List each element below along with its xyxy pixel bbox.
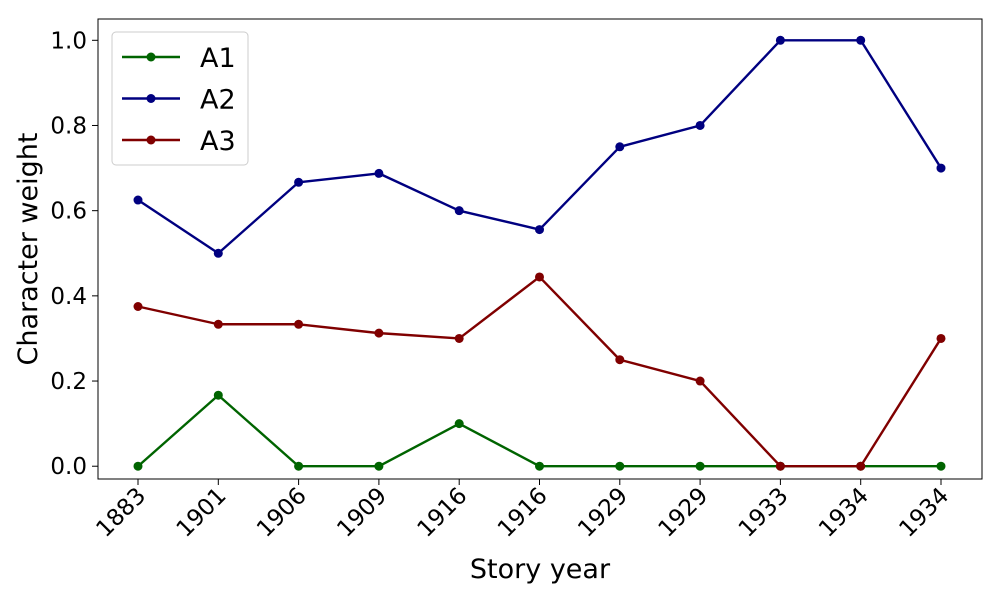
x-axis-label: Story year xyxy=(470,554,611,585)
data-point xyxy=(535,225,544,235)
data-point xyxy=(454,419,464,429)
legend-label: A1 xyxy=(200,43,236,74)
data-point xyxy=(374,168,384,178)
x-tick-label: 1934 xyxy=(814,483,874,543)
data-point xyxy=(374,461,384,471)
legend-label: A3 xyxy=(200,126,236,157)
x-tick-label: 1916 xyxy=(413,483,473,543)
y-tick-label: 0.8 xyxy=(50,113,87,139)
data-point xyxy=(615,461,625,471)
data-point xyxy=(213,390,223,400)
data-point xyxy=(454,333,464,343)
x-tick-label: 1883 xyxy=(91,483,151,543)
x-tick-label: 1901 xyxy=(172,483,232,543)
series-layer xyxy=(133,35,946,471)
data-point xyxy=(775,461,785,471)
data-point xyxy=(695,120,705,130)
series-a3 xyxy=(133,272,946,471)
data-point xyxy=(213,248,223,258)
data-point xyxy=(213,319,223,329)
legend-item-a3: A3 xyxy=(122,126,236,157)
data-point xyxy=(133,195,143,205)
data-point xyxy=(294,319,304,329)
data-point xyxy=(454,206,464,216)
data-point xyxy=(535,272,544,282)
data-point xyxy=(936,461,946,471)
y-axis-label: Character weight xyxy=(13,133,44,366)
data-point xyxy=(936,163,946,173)
data-point xyxy=(856,461,866,471)
y-axis-ticks: 0.0 0.2 0.4 0.6 0.8 1.0 xyxy=(50,28,98,480)
legend-item-a2: A2 xyxy=(122,85,236,116)
legend: A1 A2 A3 xyxy=(111,31,249,166)
data-point xyxy=(615,355,625,365)
legend-item-a1: A1 xyxy=(122,43,236,74)
y-tick-label: 0.0 xyxy=(50,454,87,480)
x-tick-label: 1909 xyxy=(332,483,392,543)
data-point xyxy=(856,35,866,45)
x-axis-ticks: 1883 1901 1906 1909 1916 1916 1929 1929 1933 1934… xyxy=(91,479,954,543)
x-tick-label: 1934 xyxy=(894,483,954,543)
legend-marker xyxy=(146,94,156,103)
data-point xyxy=(775,35,785,45)
x-tick-label: 1916 xyxy=(493,483,553,543)
data-point xyxy=(535,461,544,471)
data-point xyxy=(294,177,304,187)
y-tick-label: 0.4 xyxy=(50,284,87,310)
y-tick-label: 0.6 xyxy=(50,199,87,225)
x-tick-label: 1929 xyxy=(654,483,714,543)
data-point xyxy=(133,461,143,471)
x-tick-label: 1929 xyxy=(573,483,633,543)
data-point xyxy=(374,328,384,338)
legend-marker xyxy=(146,135,156,145)
data-point xyxy=(294,461,304,471)
data-point xyxy=(695,461,705,471)
legend-label: A2 xyxy=(200,85,236,116)
legend-marker xyxy=(146,52,156,62)
data-point xyxy=(936,333,946,343)
y-tick-label: 0.2 xyxy=(50,369,87,395)
data-point xyxy=(615,142,625,152)
data-point xyxy=(133,302,143,311)
y-tick-label: 1.0 xyxy=(50,28,87,54)
data-point xyxy=(695,376,705,386)
x-tick-label: 1933 xyxy=(734,483,794,543)
series-a2 xyxy=(133,35,946,258)
x-tick-label: 1906 xyxy=(252,483,312,543)
